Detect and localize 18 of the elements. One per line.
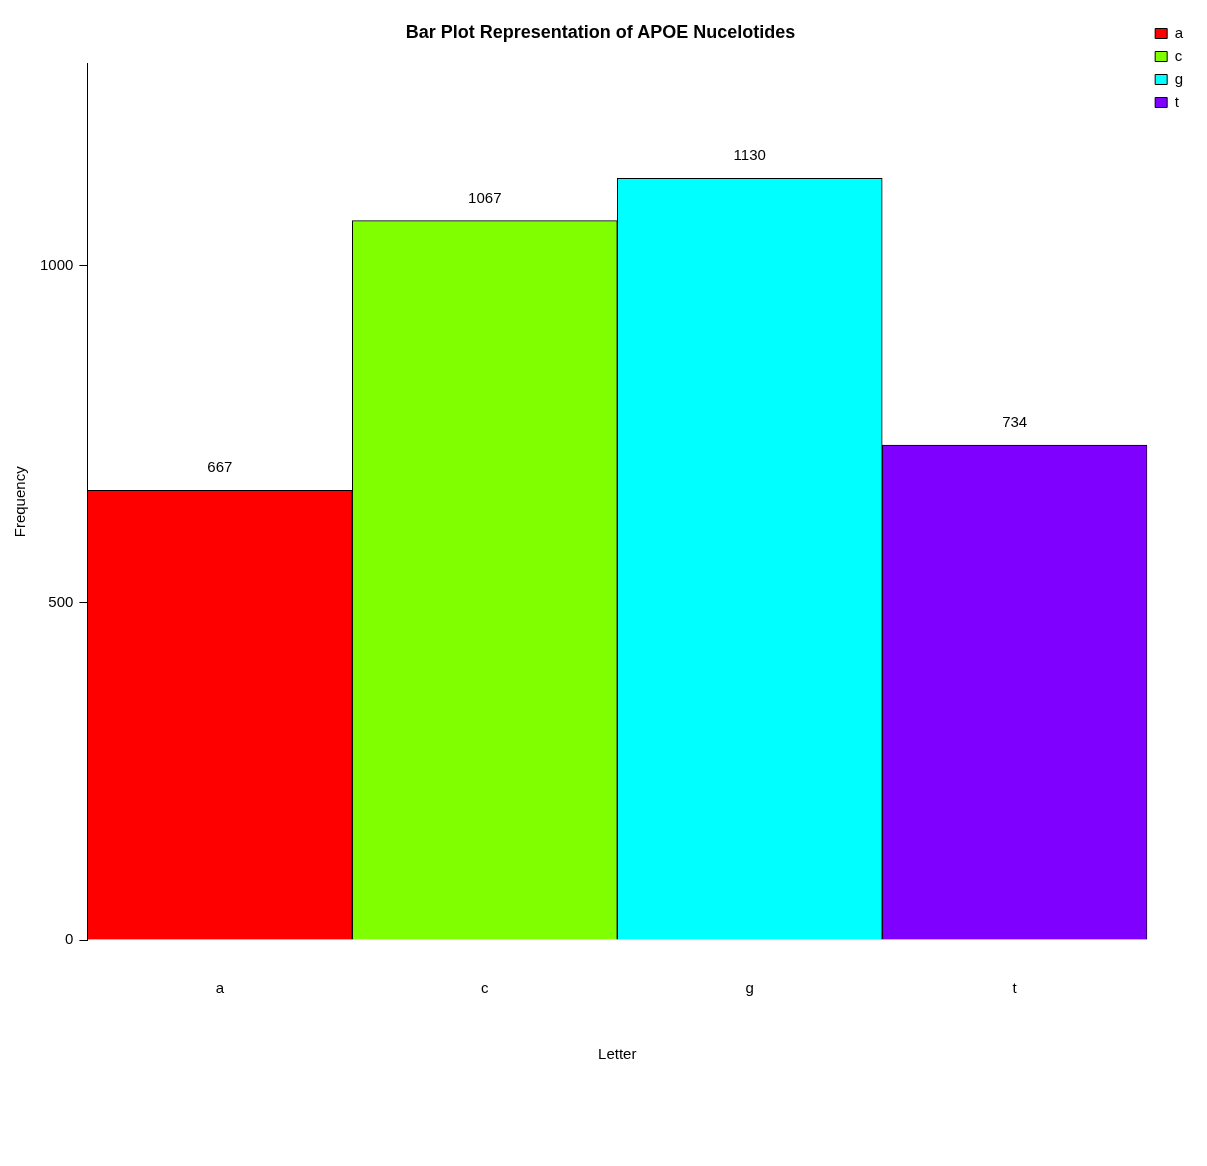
x-tick-label: g — [745, 979, 754, 997]
x-tick-label: t — [1012, 979, 1018, 997]
y-tick-label: 0 — [65, 930, 74, 948]
legend-label: a — [1174, 23, 1184, 41]
y-tick-label: 500 — [48, 593, 74, 611]
x-tick-label: a — [215, 979, 225, 997]
x-axis-title: Letter — [598, 1045, 637, 1063]
data-label: 667 — [207, 458, 233, 476]
legend-label: g — [1174, 69, 1183, 87]
legend-label: t — [1174, 92, 1180, 110]
y-tick-label: 1000 — [39, 255, 74, 273]
legend-label: c — [1174, 46, 1183, 64]
x-tick-label: c — [481, 979, 490, 997]
chart-title: Bar Plot Representation of APOE Nucelotides — [405, 21, 796, 42]
data-label: 1067 — [468, 188, 502, 206]
data-label: 1130 — [733, 146, 766, 164]
y-axis-title: Frequency — [11, 465, 29, 538]
data-label: 734 — [1002, 413, 1028, 431]
